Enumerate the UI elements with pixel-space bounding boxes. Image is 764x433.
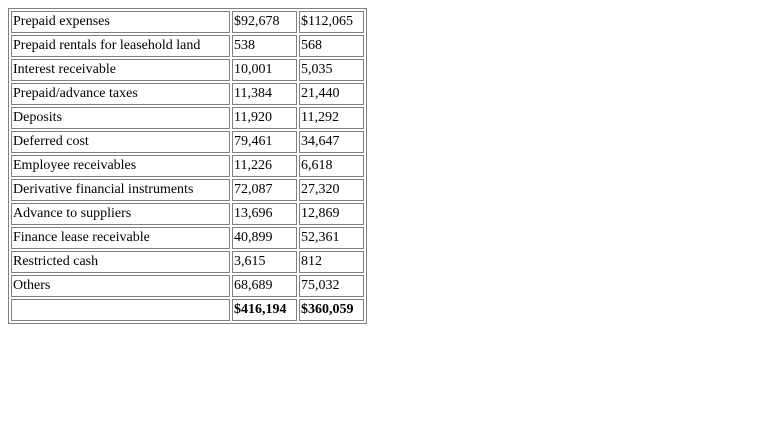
value-col-2: 568 xyxy=(299,35,364,57)
value-col-1: 79,461 xyxy=(232,131,297,153)
value-col-2: 6,618 xyxy=(299,155,364,177)
row-label: Restricted cash xyxy=(11,251,230,273)
value-col-1: 13,696 xyxy=(232,203,297,225)
row-label: Interest receivable xyxy=(11,59,230,81)
table-row: Derivative financial instruments 72,087 … xyxy=(11,179,364,201)
value-col-2: 11,292 xyxy=(299,107,364,129)
value-col-2: 34,647 xyxy=(299,131,364,153)
value-col-1: 10,001 xyxy=(232,59,297,81)
row-label: Prepaid/advance taxes xyxy=(11,83,230,105)
value-col-2: 52,361 xyxy=(299,227,364,249)
table-row: Prepaid rentals for leasehold land 538 5… xyxy=(11,35,364,57)
table-row: Deferred cost 79,461 34,647 xyxy=(11,131,364,153)
value-col-1: $92,678 xyxy=(232,11,297,33)
table-row: Interest receivable 10,001 5,035 xyxy=(11,59,364,81)
total-value-col-2: $360,059 xyxy=(299,299,364,321)
row-label: Deferred cost xyxy=(11,131,230,153)
table-row: Prepaid/advance taxes 11,384 21,440 xyxy=(11,83,364,105)
value-col-1: 11,384 xyxy=(232,83,297,105)
value-col-1: 3,615 xyxy=(232,251,297,273)
financial-table-container: Prepaid expenses $92,678 $112,065 Prepai… xyxy=(8,8,367,324)
value-col-2: $112,065 xyxy=(299,11,364,33)
value-col-1: 538 xyxy=(232,35,297,57)
row-label: Finance lease receivable xyxy=(11,227,230,249)
value-col-2: 27,320 xyxy=(299,179,364,201)
value-col-2: 12,869 xyxy=(299,203,364,225)
total-row: $416,194 $360,059 xyxy=(11,299,364,321)
value-col-2: 812 xyxy=(299,251,364,273)
table-row: Finance lease receivable 40,899 52,361 xyxy=(11,227,364,249)
row-label: Prepaid rentals for leasehold land xyxy=(11,35,230,57)
value-col-2: 21,440 xyxy=(299,83,364,105)
value-col-2: 5,035 xyxy=(299,59,364,81)
total-label xyxy=(11,299,230,321)
value-col-1: 72,087 xyxy=(232,179,297,201)
value-col-1: 68,689 xyxy=(232,275,297,297)
table-row: Employee receivables 11,226 6,618 xyxy=(11,155,364,177)
value-col-1: 11,226 xyxy=(232,155,297,177)
financial-table: Prepaid expenses $92,678 $112,065 Prepai… xyxy=(8,8,367,324)
row-label: Prepaid expenses xyxy=(11,11,230,33)
value-col-1: 40,899 xyxy=(232,227,297,249)
table-row: Restricted cash 3,615 812 xyxy=(11,251,364,273)
table-row: Prepaid expenses $92,678 $112,065 xyxy=(11,11,364,33)
row-label: Employee receivables xyxy=(11,155,230,177)
table-row: Advance to suppliers 13,696 12,869 xyxy=(11,203,364,225)
value-col-1: 11,920 xyxy=(232,107,297,129)
value-col-2: 75,032 xyxy=(299,275,364,297)
row-label: Advance to suppliers xyxy=(11,203,230,225)
row-label: Others xyxy=(11,275,230,297)
row-label: Derivative financial instruments xyxy=(11,179,230,201)
row-label: Deposits xyxy=(11,107,230,129)
total-value-col-1: $416,194 xyxy=(232,299,297,321)
table-row: Others 68,689 75,032 xyxy=(11,275,364,297)
table-row: Deposits 11,920 11,292 xyxy=(11,107,364,129)
